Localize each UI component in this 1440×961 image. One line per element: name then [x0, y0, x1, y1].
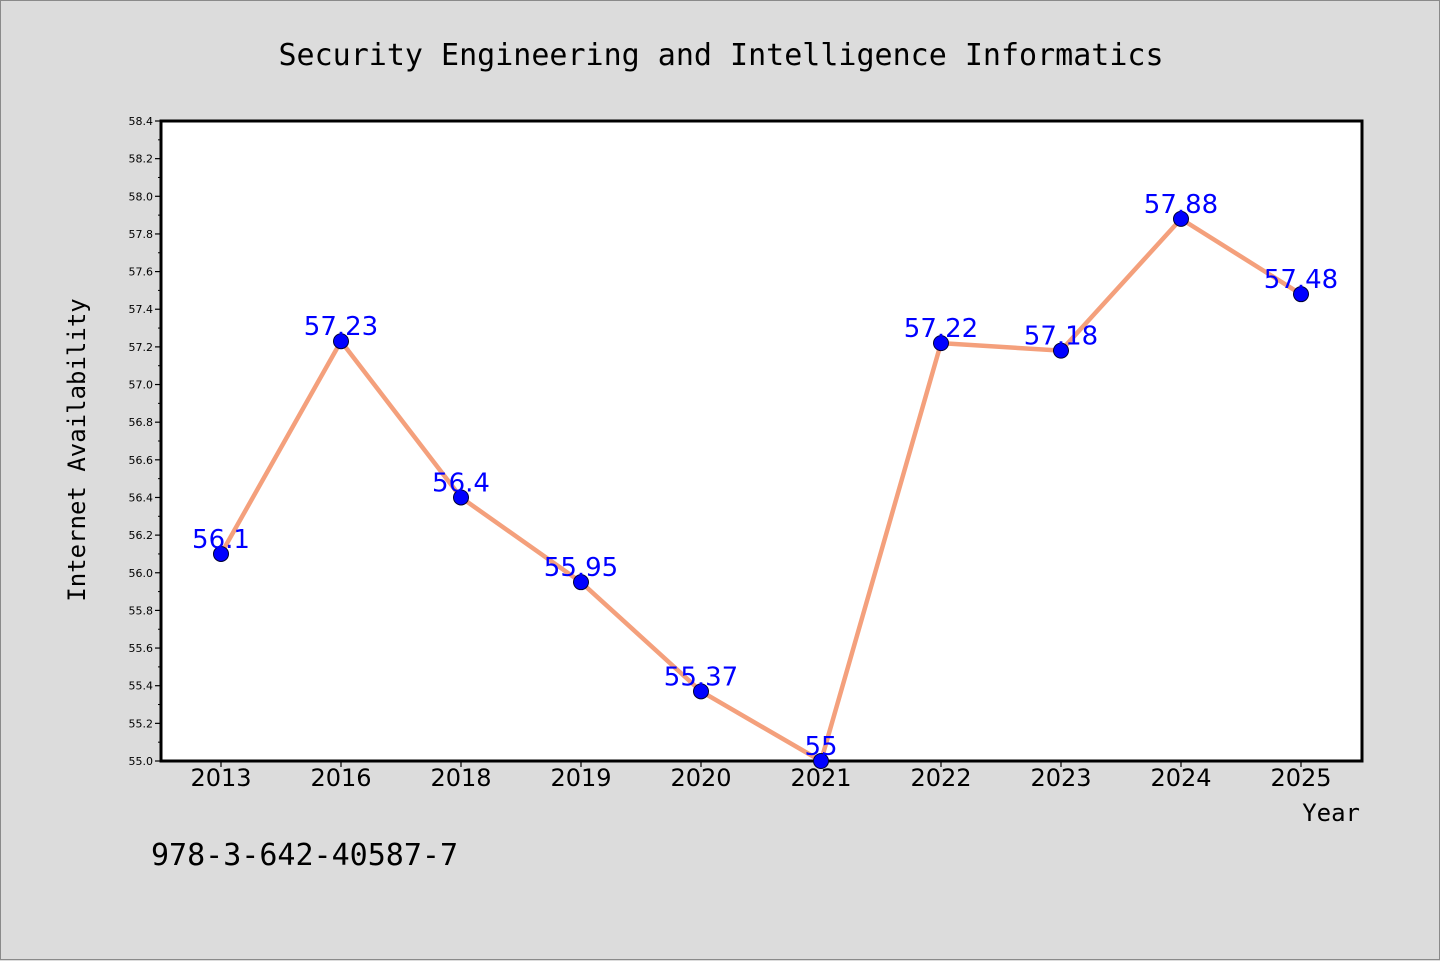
- data-point: [213, 545, 229, 562]
- x-tick-label: 2024: [1150, 764, 1211, 792]
- y-tick-label: 57.2: [129, 341, 154, 354]
- y-tick-label: 56.8: [129, 416, 154, 429]
- y-tick-label: 55.0: [129, 755, 154, 768]
- data-point: [1053, 342, 1069, 359]
- chart-title: Security Engineering and Intelligence In…: [278, 38, 1163, 73]
- data-labels-layer: 56.1 57.23 56.4 55.95 55.37 55 57.22 57.18 57.88…: [192, 190, 1338, 762]
- y-tick-label: 57.8: [129, 228, 154, 241]
- data-label: 57.18: [1024, 322, 1098, 352]
- x-tick-label: 2019: [550, 764, 611, 792]
- x-tick-label: 2020: [670, 764, 731, 792]
- isbn-footer: 978-3-642-40587-7: [151, 838, 458, 873]
- plot-area: [159, 119, 1364, 763]
- y-tick-label: 58.2: [129, 153, 154, 166]
- x-tick-label: 2018: [430, 764, 491, 792]
- data-point: [1293, 286, 1309, 303]
- y-tick-label: 56.2: [129, 529, 154, 542]
- data-point: [333, 333, 349, 350]
- data-point: [1173, 210, 1189, 227]
- x-axis-ticks: 2013 2016 2018 2019 2020 2021 2022 2023 2024 2025: [190, 761, 1332, 792]
- y-tick-label: 57.6: [129, 266, 154, 279]
- y-tick-label: 57.0: [129, 379, 154, 392]
- y-tick-label: 55.2: [129, 717, 154, 730]
- data-point: [813, 753, 829, 769]
- x-tick-label: 2023: [1030, 764, 1091, 792]
- data-point: [693, 683, 709, 700]
- data-label: 57.22: [904, 314, 978, 344]
- x-tick-label: 2022: [910, 764, 971, 792]
- y-tick-label: 57.4: [129, 303, 154, 316]
- y-tick-label: 55.8: [129, 604, 154, 617]
- x-axis-label: Year: [1302, 799, 1360, 827]
- data-label: 55: [804, 732, 837, 762]
- x-tick-label: 2013: [190, 764, 251, 792]
- x-tick-label: 2016: [310, 764, 371, 792]
- data-label: 56.4: [432, 468, 490, 498]
- x-tick-label: 2025: [1270, 764, 1331, 792]
- y-axis-ticks: 55.0 55.2 55.4 55.6 55.8 56.0 56.2 56.4 56.6 56.8…: [129, 115, 161, 768]
- y-tick-label: 56.4: [129, 491, 154, 504]
- y-axis-label: Internet Availability: [63, 298, 91, 601]
- y-tick-label: 58.4: [129, 115, 154, 128]
- data-label: 57.48: [1264, 265, 1338, 295]
- y-tick-label: 56.0: [129, 567, 154, 580]
- data-point: [573, 574, 589, 591]
- data-point: [453, 489, 469, 506]
- series-layer: [213, 210, 1309, 769]
- data-label: 57.88: [1144, 190, 1218, 220]
- data-label: 55.95: [544, 553, 618, 583]
- series-line: [219, 216, 1303, 764]
- data-label: 57.23: [304, 312, 378, 342]
- data-point: [933, 335, 949, 352]
- y-tick-label: 55.4: [129, 680, 154, 693]
- y-tick-label: 58.0: [129, 190, 154, 203]
- y-tick-label: 56.6: [129, 454, 154, 467]
- y-tick-label: 55.6: [129, 642, 154, 655]
- data-label: 55.37: [664, 662, 738, 692]
- data-label: 56.1: [192, 525, 250, 555]
